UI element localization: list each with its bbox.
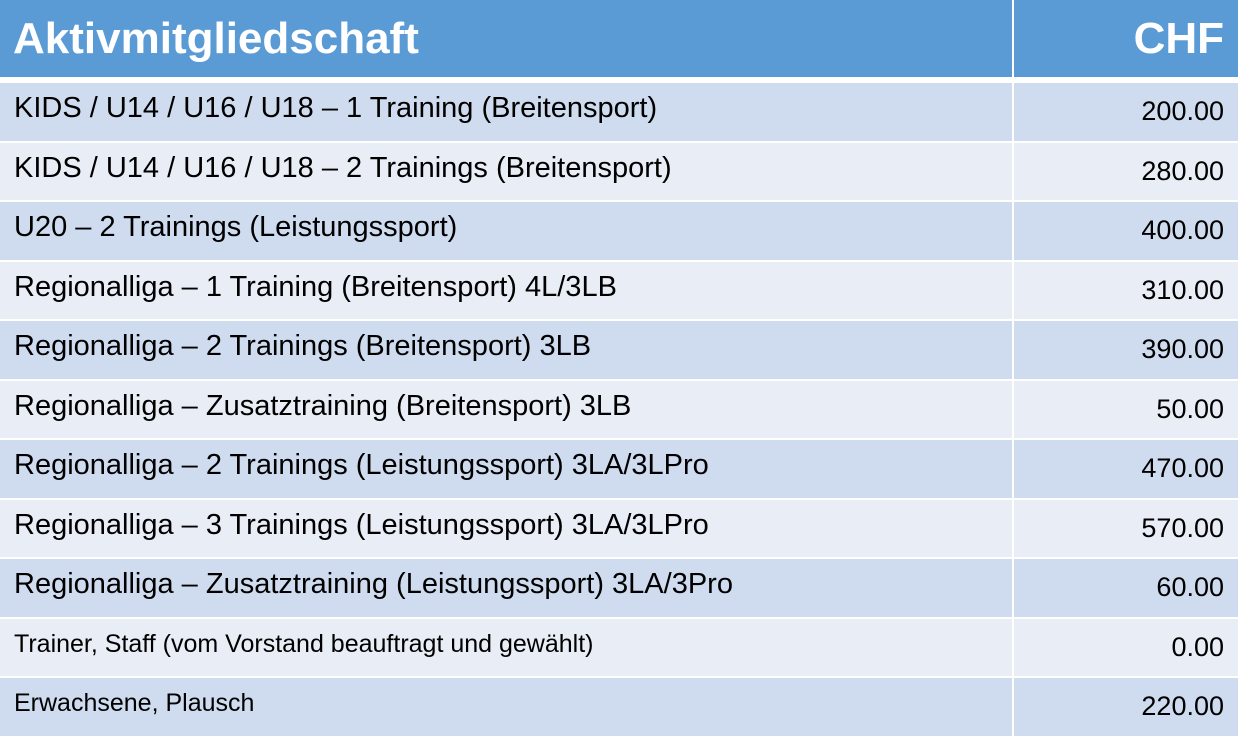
membership-price: 220.00	[1014, 676, 1238, 736]
membership-name: Regionalliga – 3 Trainings (Leistungsspo…	[0, 497, 1014, 557]
membership-name: U20 – 2 Trainings (Leistungssport)	[0, 200, 1014, 260]
membership-price: 200.00	[1014, 81, 1238, 141]
membership-price: 310.00	[1014, 259, 1238, 319]
table-row: Erwachsene, Plausch 220.00	[0, 676, 1238, 736]
table-row: Regionalliga – 3 Trainings (Leistungsspo…	[0, 497, 1238, 557]
membership-price: 0.00	[1014, 616, 1238, 676]
membership-price: 60.00	[1014, 557, 1238, 617]
table-row: Regionalliga – 2 Trainings (Breitensport…	[0, 319, 1238, 379]
membership-price: 390.00	[1014, 319, 1238, 379]
membership-price: 280.00	[1014, 140, 1238, 200]
membership-name: Regionalliga – Zusatztraining (Breitensp…	[0, 378, 1014, 438]
table-row: Regionalliga – Zusatztraining (Breitensp…	[0, 378, 1238, 438]
membership-name: Erwachsene, Plausch	[0, 676, 1014, 736]
membership-price: 470.00	[1014, 438, 1238, 498]
membership-name: Trainer, Staff (vom Vorstand beauftragt …	[0, 616, 1014, 676]
membership-price: 570.00	[1014, 497, 1238, 557]
table-row: Regionalliga – Zusatztraining (Leistungs…	[0, 557, 1238, 617]
table-row: KIDS / U14 / U16 / U18 – 2 Trainings (Br…	[0, 140, 1238, 200]
membership-title-header: Aktivmitgliedschaft	[0, 0, 1014, 81]
table-row: U20 – 2 Trainings (Leistungssport) 400.0…	[0, 200, 1238, 260]
membership-name: Regionalliga – Zusatztraining (Leistungs…	[0, 557, 1014, 617]
table-row: Regionalliga – 2 Trainings (Leistungsspo…	[0, 438, 1238, 498]
table-row: Trainer, Staff (vom Vorstand beauftragt …	[0, 616, 1238, 676]
membership-name: Regionalliga – 1 Training (Breitensport)…	[0, 259, 1014, 319]
membership-price: 50.00	[1014, 378, 1238, 438]
membership-name: Regionalliga – 2 Trainings (Breitensport…	[0, 319, 1014, 379]
table-row: Regionalliga – 1 Training (Breitensport)…	[0, 259, 1238, 319]
membership-name: KIDS / U14 / U16 / U18 – 2 Trainings (Br…	[0, 140, 1014, 200]
membership-name: KIDS / U14 / U16 / U18 – 1 Training (Bre…	[0, 81, 1014, 141]
membership-name: Regionalliga – 2 Trainings (Leistungsspo…	[0, 438, 1014, 498]
currency-header: CHF	[1014, 0, 1238, 81]
table-header-row: Aktivmitgliedschaft CHF	[0, 0, 1238, 81]
membership-price: 400.00	[1014, 200, 1238, 260]
table-row: KIDS / U14 / U16 / U18 – 1 Training (Bre…	[0, 81, 1238, 141]
